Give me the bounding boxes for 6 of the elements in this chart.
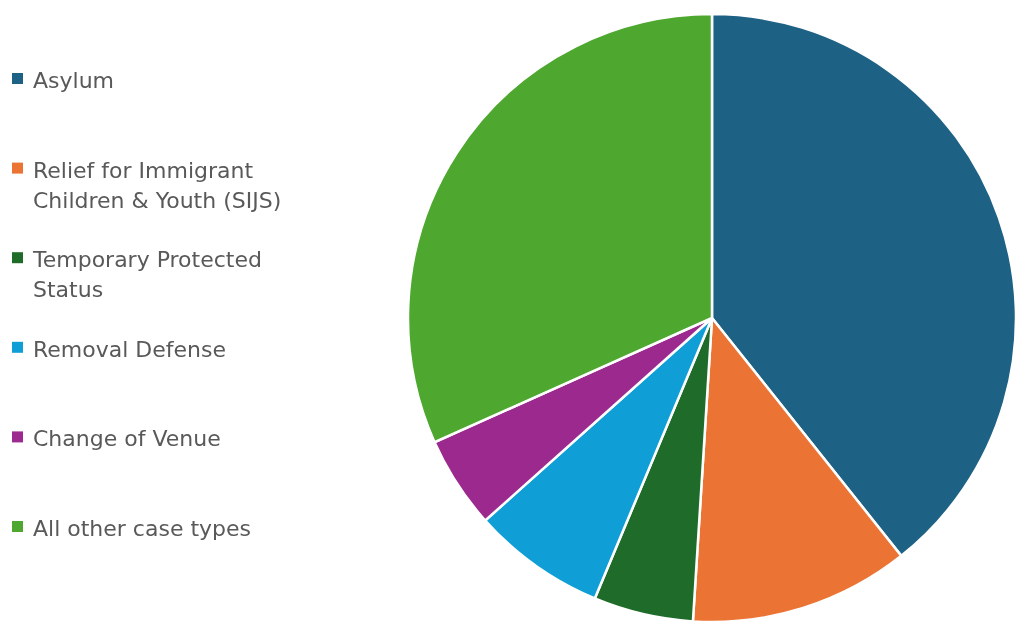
legend-label: Removal Defense — [33, 336, 227, 362]
legend-label: Change of Venue — [33, 426, 221, 452]
legend-label: Temporary Protected Status — [32, 247, 262, 303]
legend-label: All other case types — [33, 516, 252, 541]
legend-label: Asylum — [33, 68, 115, 93]
legend-label: Relief for Immigrant Children & Youth (SIJS) — [33, 157, 282, 213]
